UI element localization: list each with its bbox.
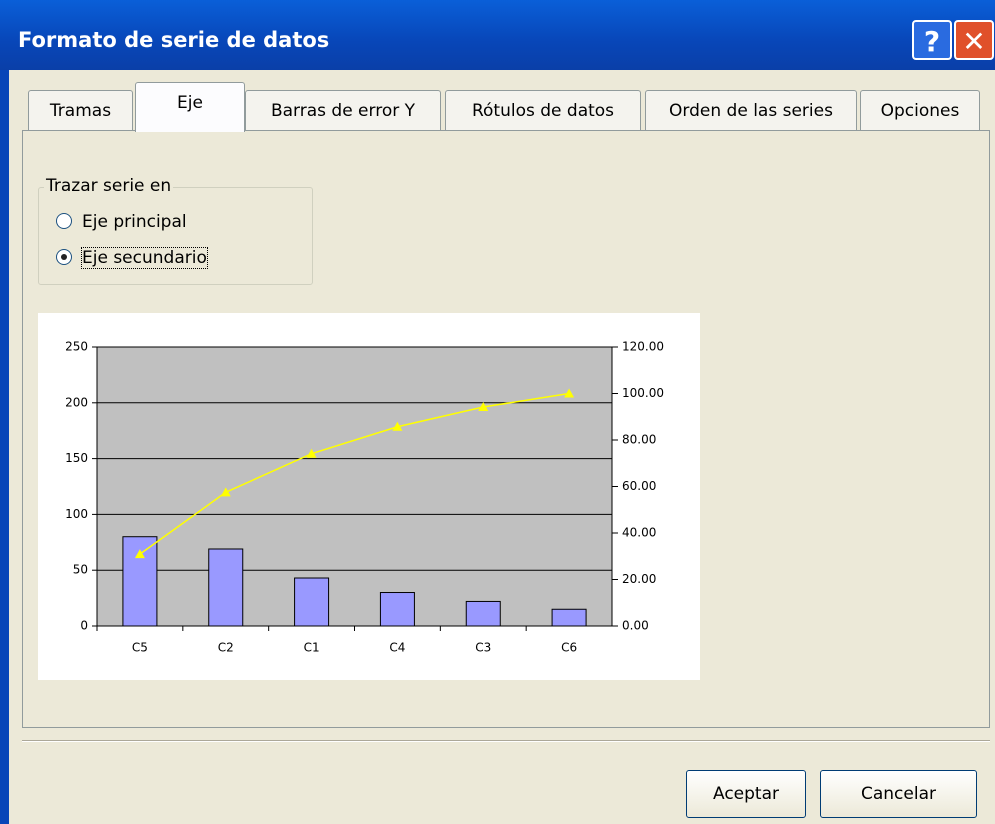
y2-tick-label: 40.00 xyxy=(622,526,656,540)
bar xyxy=(294,577,330,627)
y2-tick-label: 20.00 xyxy=(622,572,656,586)
bar xyxy=(551,608,587,627)
bar xyxy=(208,548,244,627)
radio-label: Eje principal xyxy=(82,212,187,232)
radio-label: Eje secundario xyxy=(81,247,208,269)
y2-tick-label: 120.00 xyxy=(622,340,664,354)
y-tick-label: 0 xyxy=(80,619,88,633)
marker xyxy=(478,401,489,411)
radio-dot xyxy=(61,254,67,260)
plot-area xyxy=(97,347,612,626)
button[interactable]: Aceptar xyxy=(686,770,806,818)
tab[interactable]: Eje xyxy=(135,82,245,132)
y-tick-label: 150 xyxy=(65,451,88,465)
help-button[interactable]: ? xyxy=(912,20,952,60)
dialog-title: Formato de serie de datos xyxy=(18,28,330,52)
tab[interactable]: Barras de error Y xyxy=(245,90,441,130)
y-tick-label: 100 xyxy=(65,507,88,521)
chart: 0 50 100 150 200 250 0.00 20.00 40.00 60.00 80.00 1… xyxy=(38,313,700,680)
marker xyxy=(564,388,575,398)
y2-tick-label: 60.00 xyxy=(622,479,656,493)
y2-tick-label: 0.00 xyxy=(622,619,649,633)
marker xyxy=(220,487,231,497)
y2-tick-label: 100.00 xyxy=(622,386,664,400)
tab[interactable]: Tramas xyxy=(28,90,133,130)
window-border xyxy=(0,70,9,824)
tab[interactable]: Orden de las series xyxy=(645,90,857,130)
y2-tick-label: 80.00 xyxy=(622,433,656,447)
x-tick-label: C1 xyxy=(304,641,320,655)
y-tick-label: 250 xyxy=(65,340,88,354)
x-tick-label: C6 xyxy=(561,641,577,655)
x-tick-label: C2 xyxy=(218,641,234,655)
tab[interactable]: Rótulos de datos xyxy=(445,90,641,130)
radio-option[interactable]: Eje principal xyxy=(56,212,187,232)
button[interactable]: Cancelar xyxy=(820,770,977,818)
close-button[interactable]: ✕ xyxy=(954,20,994,60)
y-tick-label: 200 xyxy=(65,395,88,409)
radio-button[interactable] xyxy=(56,249,72,265)
line xyxy=(139,392,570,555)
group-label: Trazar serie en xyxy=(44,176,174,196)
separator xyxy=(22,740,990,742)
tab[interactable]: Opciones xyxy=(860,90,980,130)
bar xyxy=(465,600,501,627)
bar xyxy=(379,592,415,627)
x-tick-label: C3 xyxy=(475,641,491,655)
group-box xyxy=(38,187,313,285)
title-bar: Formato de serie de datos ? ✕ xyxy=(0,0,995,70)
x-tick-label: C4 xyxy=(389,641,405,655)
radio-button[interactable] xyxy=(56,213,72,229)
marker xyxy=(392,421,403,431)
radio-option[interactable]: Eje secundario xyxy=(56,247,208,269)
marker xyxy=(134,549,145,559)
x-tick-label: C5 xyxy=(132,641,148,655)
marker xyxy=(306,448,317,458)
y-tick-label: 50 xyxy=(73,563,88,577)
